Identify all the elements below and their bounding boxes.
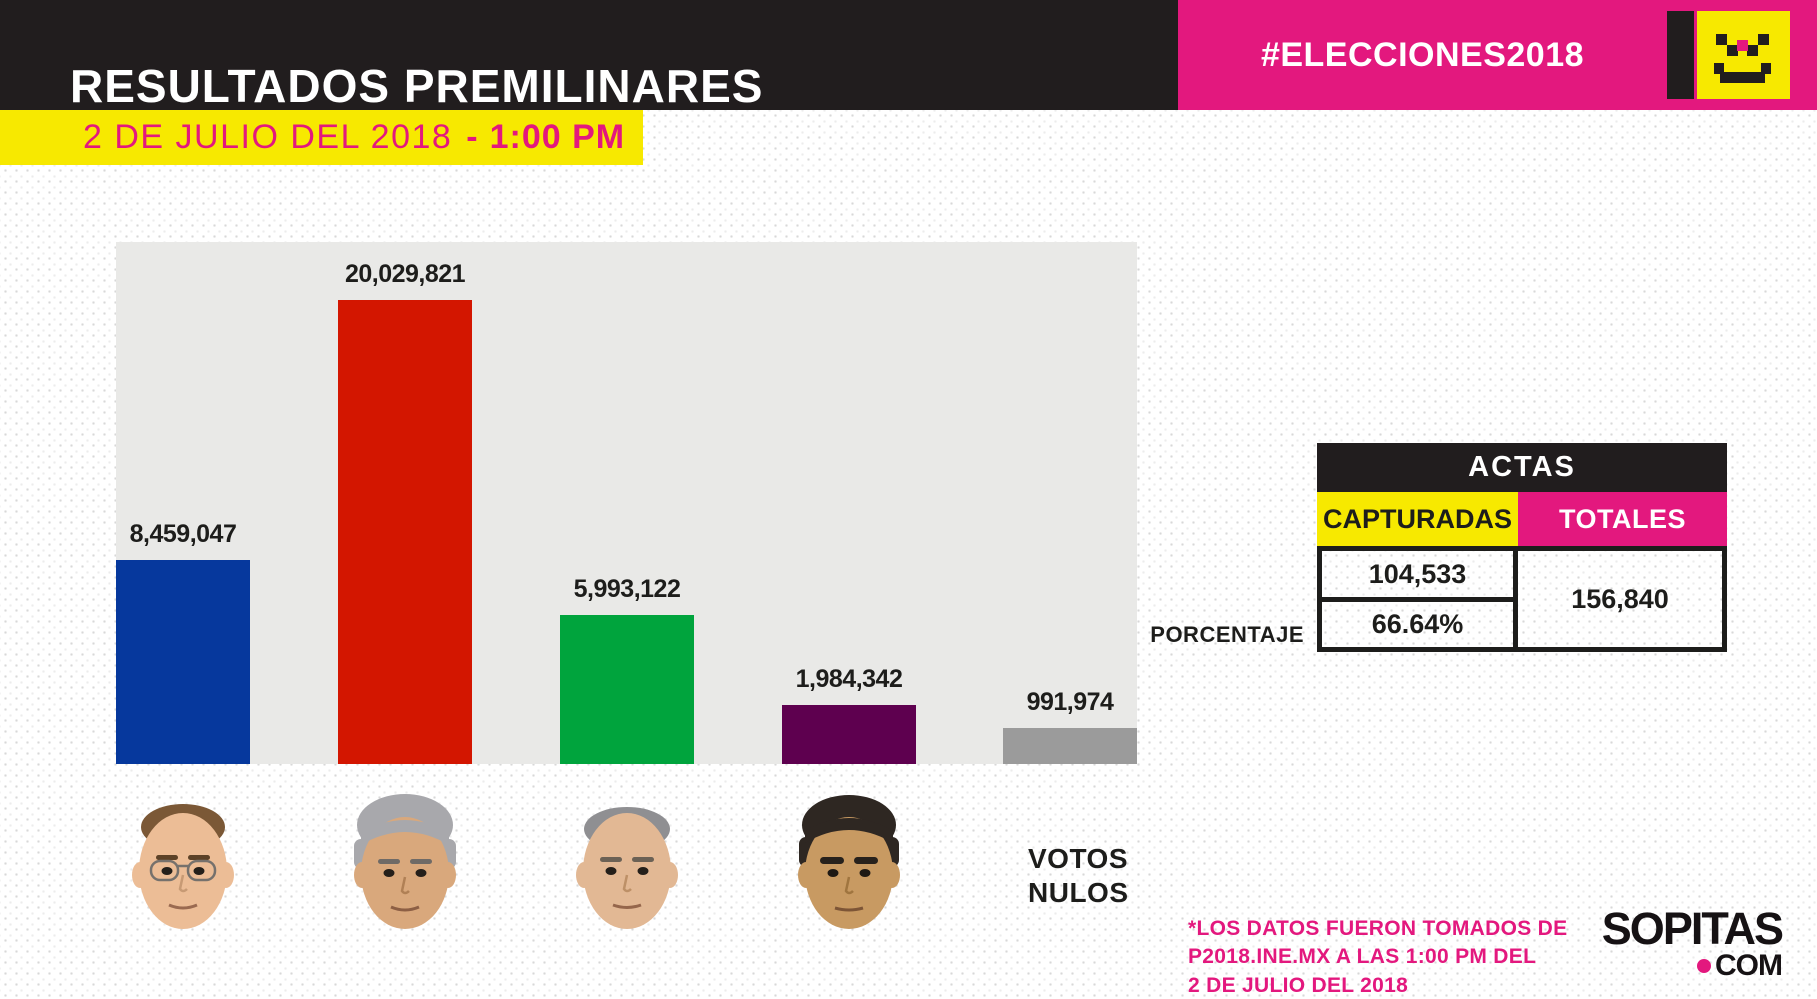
pixel-smiley-icon [1667, 11, 1790, 99]
bar-group-1: 8,459,047 [116, 242, 250, 764]
bar-chart-plot-area: 8,459,047 20,029,821 5,993,122 1,984,342… [116, 242, 1137, 764]
brand-tld-row: COM [1602, 949, 1783, 982]
bar-group-3: 5,993,122 [560, 242, 694, 764]
hashtag-label: #ELECCIONES2018 [1260, 35, 1585, 74]
actas-col-totales: TOTALES [1518, 492, 1727, 546]
time-text: 1:00 PM [489, 118, 626, 156]
actas-table: ACTAS CAPTURADAS TOTALES 104,533 156,840… [1317, 443, 1727, 652]
bar-candidate-1 [116, 560, 250, 764]
bar-group-5: 991,974 [1003, 242, 1137, 764]
footnote-line-2: P2018.INE.MX A LAS 1:00 PM DEL [1188, 945, 1537, 969]
brand-tld: COM [1715, 949, 1783, 982]
candidate-photo-1 [123, 781, 243, 935]
bar-votos-nulos-4 [782, 705, 916, 764]
actas-table-title: ACTAS [1317, 443, 1727, 492]
candidate-photo-3 [567, 781, 687, 935]
data-source-footnote: *LOS DATOS FUERON TOMADOS DE P2018.INE.M… [1188, 915, 1567, 999]
bar-candidate-3 [560, 615, 694, 764]
actas-col-capturadas: CAPTURADAS [1317, 492, 1518, 546]
bar-value-label-5: 991,974 [1026, 688, 1114, 716]
bar-group-4: 1,984,342 [782, 242, 916, 764]
footnote-line-1: *LOS DATOS FUERON TOMADOS DE [1188, 917, 1568, 940]
bar-value-label-1: 8,459,047 [129, 520, 237, 548]
bar-value-label-2: 20,029,821 [344, 260, 466, 288]
footnote-line-3: 2 DE JULIO DEL 2018 [1188, 973, 1409, 997]
actas-table-header-row: CAPTURADAS TOTALES [1317, 492, 1727, 546]
top-black-bar [0, 0, 1178, 110]
candidate-photo-4 [789, 781, 909, 935]
date-text: 2 DE JULIO DEL 2018 [83, 118, 453, 156]
bar-group-2: 20,029,821 [338, 242, 472, 764]
bar-value-label-3: 5,993,122 [573, 575, 681, 603]
sopitas-wordmark: SOPITAS COM [1601, 903, 1784, 982]
bar-value-label-4: 1,984,342 [795, 665, 903, 693]
actas-totales-value: 156,840 [1571, 583, 1669, 614]
date-banner: 2 DE JULIO DEL 2018 - 1:00 PM [0, 110, 643, 165]
brand-name: SOPITAS [1601, 903, 1784, 954]
page-title: RESULTADOS PREMILINARES [70, 59, 764, 112]
porcentaje-row-label: PORCENTAJE [1150, 622, 1304, 647]
actas-table-body: 104,533 156,840 66.64% [1317, 546, 1727, 652]
date-dash: - [466, 118, 478, 156]
votos-nulos-line-1: VOTOS [1028, 843, 1129, 874]
sopitas-smiley-icon [1667, 11, 1790, 99]
votos-nulos-line-2: NULOS [1028, 877, 1129, 909]
candidate-photo-2 [345, 781, 465, 935]
votos-nulos-label: VOTOS NULOS [1028, 842, 1129, 910]
bar-candidate-2 [338, 300, 472, 764]
actas-capturadas-value: 104,533 [1322, 551, 1518, 602]
actas-porcentaje-value: 66.64% [1322, 602, 1518, 647]
pink-dot-icon [1697, 959, 1711, 973]
bar-votos-nulos [1003, 728, 1137, 764]
